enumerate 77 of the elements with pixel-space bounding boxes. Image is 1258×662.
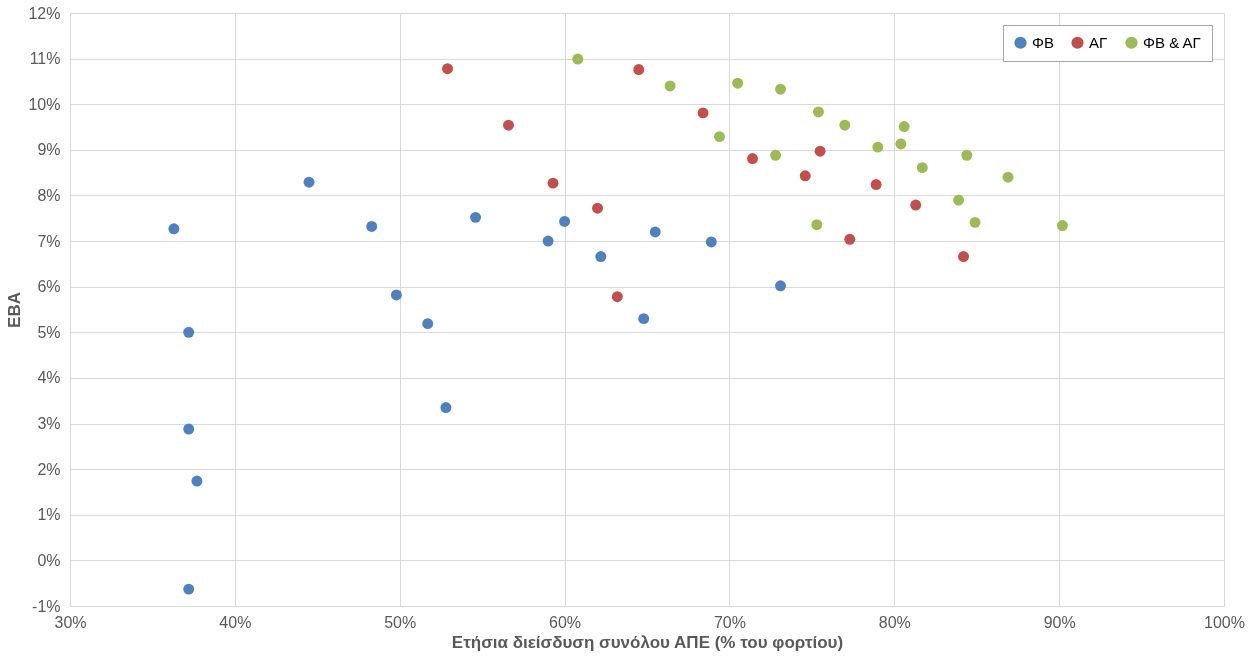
point bbox=[592, 202, 604, 214]
point bbox=[969, 216, 981, 228]
point bbox=[1056, 220, 1068, 232]
point bbox=[422, 318, 434, 330]
point bbox=[633, 64, 645, 76]
legend-label: ΦΒ bbox=[1032, 33, 1054, 51]
point bbox=[895, 138, 907, 150]
point bbox=[191, 475, 203, 487]
point bbox=[775, 280, 787, 292]
point bbox=[814, 145, 826, 157]
point bbox=[503, 119, 514, 131]
y-tick-label: 8% bbox=[37, 186, 61, 204]
point bbox=[183, 326, 195, 338]
legend-label: ΦΒ & ΑΓ bbox=[1143, 33, 1201, 51]
point bbox=[916, 162, 928, 174]
y-tick-label: 3% bbox=[37, 415, 61, 433]
point bbox=[168, 223, 180, 235]
point bbox=[442, 63, 453, 75]
point bbox=[705, 236, 717, 248]
y-axis-title: ΕΒΑ bbox=[5, 292, 25, 328]
y-tick-label: 4% bbox=[37, 369, 61, 387]
point bbox=[572, 53, 584, 65]
point bbox=[470, 211, 482, 223]
point bbox=[732, 77, 744, 89]
point bbox=[183, 583, 195, 595]
point bbox=[910, 199, 922, 211]
point bbox=[872, 141, 884, 153]
point bbox=[839, 119, 851, 131]
y-tick-label: 7% bbox=[37, 232, 61, 250]
y-tick-label: 9% bbox=[37, 141, 61, 159]
point bbox=[542, 235, 554, 247]
legend-label: ΑΓ bbox=[1089, 33, 1108, 51]
x-tick-label: 40% bbox=[219, 613, 252, 631]
y-tick-label: 6% bbox=[37, 278, 61, 296]
point bbox=[770, 149, 782, 161]
point bbox=[1002, 171, 1014, 183]
point bbox=[714, 131, 726, 143]
point bbox=[559, 216, 571, 227]
point bbox=[183, 423, 195, 435]
point bbox=[649, 226, 661, 238]
y-tick-label: 12% bbox=[28, 4, 61, 22]
x-tick-label: 70% bbox=[713, 613, 746, 631]
point bbox=[595, 251, 607, 263]
x-tick-label: 50% bbox=[384, 613, 417, 631]
point bbox=[844, 233, 856, 245]
point bbox=[390, 289, 402, 301]
point bbox=[303, 176, 315, 188]
point bbox=[898, 121, 910, 133]
point bbox=[953, 194, 965, 206]
point bbox=[870, 179, 882, 190]
x-axis-title: Ετήσια διείσδυση συνόλου ΑΠΕ (% του φορτίου) bbox=[451, 632, 844, 652]
y-tick-label: -1% bbox=[32, 597, 61, 615]
point bbox=[799, 170, 811, 182]
point bbox=[611, 291, 623, 303]
point bbox=[961, 149, 973, 161]
y-tick-label: 0% bbox=[37, 551, 61, 569]
point bbox=[958, 251, 969, 263]
point bbox=[440, 402, 452, 414]
point bbox=[638, 313, 650, 325]
point bbox=[775, 83, 787, 95]
y-tick-label: 1% bbox=[37, 506, 61, 524]
point bbox=[812, 106, 824, 118]
y-tick-label: 10% bbox=[28, 95, 61, 113]
x-tick-label: 30% bbox=[54, 613, 87, 631]
x-tick-label: 60% bbox=[549, 613, 582, 631]
point bbox=[547, 177, 559, 189]
point bbox=[747, 153, 758, 164]
y-tick-label: 5% bbox=[37, 323, 61, 341]
y-tick-label: 2% bbox=[37, 460, 61, 478]
point bbox=[664, 80, 676, 92]
point bbox=[811, 219, 823, 231]
y-tick-label: 11% bbox=[29, 50, 61, 68]
x-tick-label: 80% bbox=[878, 613, 911, 631]
x-tick-label: 100% bbox=[1204, 613, 1245, 631]
point bbox=[697, 107, 709, 119]
point bbox=[366, 221, 378, 232]
x-tick-label: 90% bbox=[1043, 613, 1076, 631]
